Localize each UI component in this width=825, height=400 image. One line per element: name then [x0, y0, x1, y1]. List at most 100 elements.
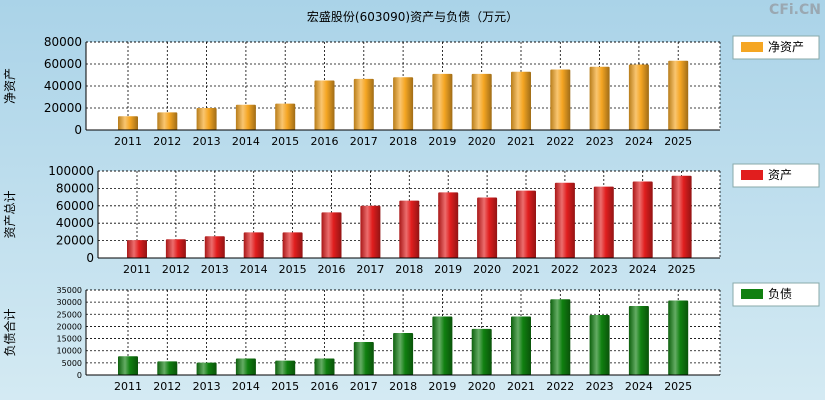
x-tick-label: 2023: [586, 380, 614, 393]
x-tick-label: 2011: [123, 263, 151, 276]
y-tick-label: 15000: [57, 335, 82, 344]
y-tick-label: 25000: [57, 310, 82, 319]
bar-2024: [628, 306, 649, 375]
bar-2013: [196, 108, 217, 130]
bar-2017: [360, 205, 381, 258]
bar-2024: [632, 181, 653, 258]
x-tick-label: 2017: [350, 135, 378, 148]
bar-2020: [471, 328, 492, 375]
legend-box: [732, 282, 820, 307]
bar-2013: [196, 362, 217, 375]
y-axis-label: 负债合计: [2, 308, 17, 356]
x-tick-label: 2012: [162, 263, 190, 276]
y-tick-label: 20000: [57, 322, 82, 331]
x-tick-label: 2021: [507, 380, 535, 393]
bar-2015: [275, 103, 296, 130]
legend: 负债: [732, 282, 820, 307]
legend-label: 净资产: [768, 40, 804, 54]
bar-2022: [550, 299, 571, 375]
legend: 净资产: [732, 35, 820, 60]
y-tick-label: 60000: [44, 57, 82, 71]
bar-2021: [511, 316, 531, 375]
legend-swatch: [741, 42, 763, 52]
x-tick-label: 2018: [389, 380, 417, 393]
x-tick-label: 2019: [428, 135, 456, 148]
bar-2025: [668, 300, 689, 375]
y-tick-label: 30000: [57, 298, 82, 307]
watermark-logo: CFi.CN: [769, 2, 821, 18]
x-tick-label: 2016: [318, 263, 346, 276]
x-tick-label: 2020: [468, 135, 496, 148]
bar-2012: [157, 112, 178, 130]
y-tick-label: 60000: [56, 199, 94, 213]
x-tick-label: 2022: [546, 380, 574, 393]
y-tick-label: 100000: [48, 164, 94, 178]
x-tick-label: 2020: [473, 263, 501, 276]
x-tick-label: 2021: [507, 135, 535, 148]
bar-2017: [353, 341, 374, 375]
x-tick-label: 2019: [428, 380, 456, 393]
bar-2024: [628, 64, 649, 130]
y-tick-label: 40000: [56, 216, 94, 230]
bar-2011: [118, 116, 138, 130]
x-tick-label: 2012: [153, 135, 181, 148]
legend-box: [732, 163, 820, 188]
y-axis-label: 净资产: [3, 68, 17, 104]
y-axis-label: 资产总计: [3, 190, 17, 238]
x-tick-label: 2022: [551, 263, 579, 276]
bar-2020: [477, 197, 498, 258]
bar-2022: [550, 69, 571, 130]
y-tick-label: 0: [77, 371, 82, 380]
x-tick-label: 2025: [664, 135, 692, 148]
legend: 资产: [732, 163, 820, 188]
x-tick-label: 2017: [356, 263, 384, 276]
x-tick-label: 2023: [590, 263, 618, 276]
x-tick-label: 2016: [311, 380, 339, 393]
x-tick-label: 2014: [232, 380, 260, 393]
bar-2017: [353, 78, 374, 130]
x-tick-label: 2023: [586, 135, 614, 148]
x-tick-label: 2015: [271, 135, 299, 148]
x-tick-label: 2017: [350, 380, 378, 393]
x-tick-label: 2011: [114, 135, 142, 148]
bar-2016: [314, 80, 335, 130]
bar-2015: [275, 360, 296, 375]
bar-2025: [671, 175, 692, 258]
x-tick-label: 2015: [271, 380, 299, 393]
bar-2012: [157, 361, 178, 375]
x-tick-label: 2014: [240, 263, 268, 276]
panel-1: 0 20000 40000 60000 80000 2011 2012 2013 2014 201…: [3, 35, 820, 148]
bar-2023: [589, 315, 610, 375]
x-tick-label: 2013: [193, 380, 221, 393]
x-tick-label: 2024: [629, 263, 657, 276]
x-tick-label: 2013: [201, 263, 229, 276]
x-tick-label: 2014: [232, 135, 260, 148]
x-tick-label: 2024: [625, 135, 653, 148]
legend-box: [732, 35, 820, 60]
bar-2018: [393, 77, 414, 130]
bar-2020: [471, 73, 492, 130]
x-tick-label: 2025: [668, 263, 696, 276]
y-tick-label: 10000: [57, 347, 82, 356]
bar-2025: [668, 60, 689, 131]
x-tick-label: 2024: [625, 380, 653, 393]
bar-2019: [432, 316, 453, 375]
legend-label: 负债: [768, 287, 792, 301]
x-tick-label: 2018: [389, 135, 417, 148]
bar-2016: [321, 212, 342, 258]
x-tick-label: 2012: [153, 380, 181, 393]
y-tick-label: 35000: [57, 286, 82, 295]
chart-title: 宏盛股份(603090)资产与负债（万元）: [306, 10, 519, 24]
bar-2013: [204, 236, 225, 258]
bar-2015: [282, 232, 303, 258]
bar-2018: [393, 332, 414, 375]
y-tick-label: 80000: [56, 181, 94, 195]
bar-2014: [235, 104, 256, 130]
bar-2022: [554, 182, 575, 258]
y-tick-label: 5000: [62, 359, 82, 368]
legend-label: 资产: [768, 168, 792, 182]
y-tick-label: 40000: [44, 79, 82, 93]
x-tick-label: 2011: [114, 380, 142, 393]
x-tick-label: 2021: [512, 263, 540, 276]
